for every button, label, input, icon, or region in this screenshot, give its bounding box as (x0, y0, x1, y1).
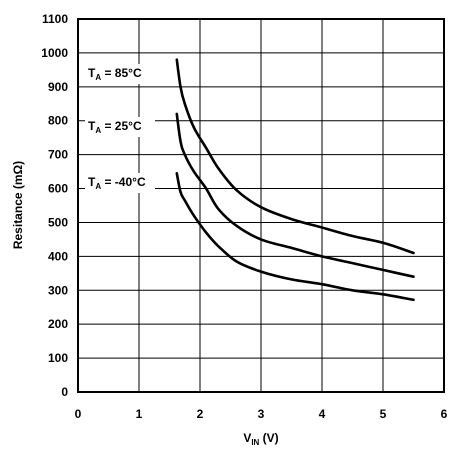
y-tick-label: 400 (48, 249, 68, 263)
y-tick-label: 200 (48, 317, 68, 331)
y-tick-labels: 0 100 200 300 400 500 600 700 800 900 1000 1100 (41, 12, 68, 399)
y-tick-label: 0 (61, 385, 68, 399)
x-tick-label: 4 (319, 407, 326, 421)
series-label: TA = 85°C (88, 66, 142, 82)
series-line (175, 172, 415, 302)
x-tick-labels: 0 1 2 3 4 5 6 (75, 407, 448, 421)
x-axis-title: VIN (V) (243, 431, 278, 447)
grid (77, 18, 445, 393)
series-labels: TA = 85°C TA = 25°C TA = -40°C (85, 64, 155, 193)
y-tick-label: 600 (48, 182, 68, 196)
x-tick-label: 6 (441, 407, 448, 421)
curves (175, 58, 415, 302)
y-tick-label: 1000 (41, 46, 68, 60)
x-tick-label: 3 (258, 407, 265, 421)
x-tick-label: 5 (380, 407, 387, 421)
series-label-backing (85, 117, 155, 137)
y-tick-label: 500 (48, 215, 68, 229)
series-label: TA = -40°C (88, 175, 146, 191)
x-tick-label: 2 (197, 407, 204, 421)
series-label-backing (85, 64, 155, 84)
y-tick-label: 900 (48, 80, 68, 94)
y-tick-label: 100 (48, 351, 68, 365)
y-tick-label: 800 (48, 114, 68, 128)
series-line (175, 58, 415, 255)
x-tick-label: 1 (136, 407, 143, 421)
series-label: TA = 25°C (88, 119, 142, 135)
y-axis-title: Resitance (mΩ) (11, 161, 25, 249)
y-tick-label: 700 (48, 148, 68, 162)
y-tick-label: 300 (48, 283, 68, 297)
plot-frame (77, 18, 445, 393)
series-label-backing (85, 173, 155, 193)
y-tick-label: 1100 (42, 12, 68, 26)
series-line (175, 112, 415, 278)
x-tick-label: 0 (75, 407, 82, 421)
